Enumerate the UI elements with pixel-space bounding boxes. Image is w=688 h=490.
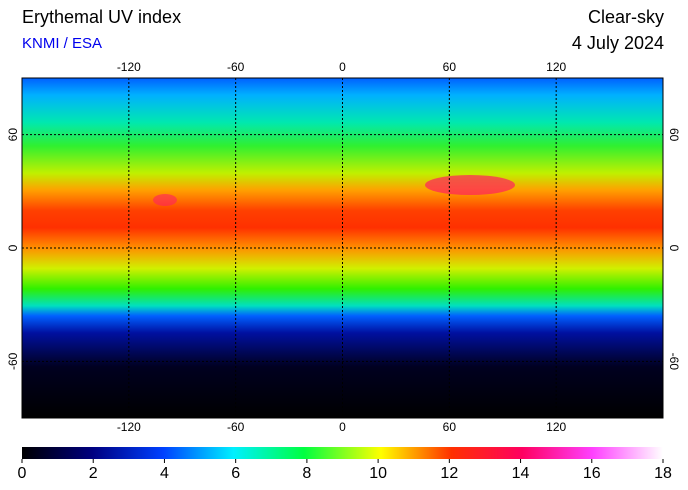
lon-label: 120 — [546, 420, 566, 434]
lon-label: 0 — [339, 420, 346, 434]
lat-label: -60 — [6, 352, 20, 370]
lat-label: 60 — [667, 128, 681, 142]
lat-label: -60 — [667, 353, 681, 371]
colorbar-label: 4 — [160, 465, 169, 482]
colorbar-label: 12 — [440, 465, 458, 482]
lat-label: 60 — [6, 128, 20, 142]
colorbar — [22, 447, 663, 459]
title: Erythemal UV index — [22, 7, 181, 27]
lon-label: -60 — [227, 420, 245, 434]
colorbar-label: 6 — [231, 465, 240, 482]
colorbar-label: 16 — [583, 465, 601, 482]
lon-label: -120 — [117, 60, 141, 74]
colorbar-label: 10 — [369, 465, 387, 482]
condition: Clear-sky — [588, 7, 664, 27]
lat-label: 0 — [6, 244, 20, 251]
lon-label: -60 — [227, 60, 245, 74]
lon-label: 60 — [443, 60, 457, 74]
source: KNMI / ESA — [22, 35, 102, 52]
colorbar-label: 8 — [302, 465, 311, 482]
uv-hotspot — [425, 175, 515, 195]
uv-hotspot — [153, 194, 177, 206]
lon-label: 60 — [443, 420, 457, 434]
lon-label: 0 — [339, 60, 346, 74]
colorbar-label: 18 — [654, 465, 672, 482]
colorbar-label: 2 — [89, 465, 98, 482]
lon-label: 120 — [546, 60, 566, 74]
date: 4 July 2024 — [572, 33, 664, 53]
lat-label: 0 — [667, 245, 681, 252]
colorbar-label: 14 — [512, 465, 530, 482]
lon-label: -120 — [117, 420, 141, 434]
colorbar-label: 0 — [18, 465, 27, 482]
